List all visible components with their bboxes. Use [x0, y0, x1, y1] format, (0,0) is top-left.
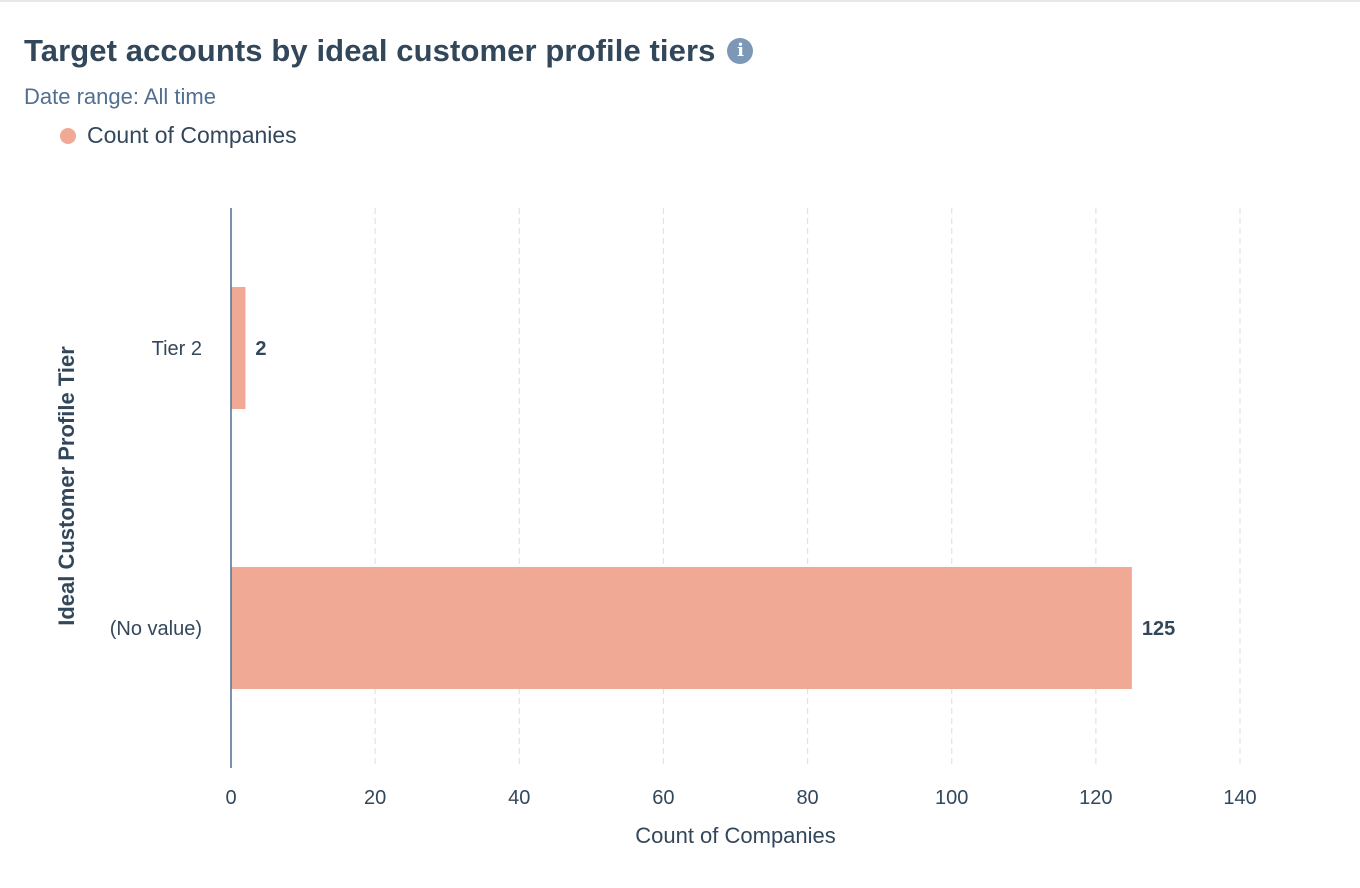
legend-label: Count of Companies [87, 122, 297, 148]
x-tick-label: 20 [364, 787, 386, 809]
chart-legend[interactable]: Count of Companies [60, 122, 297, 149]
x-tick-label: 80 [796, 787, 818, 809]
x-axis-title: Count of Companies [635, 823, 836, 848]
legend-swatch [60, 127, 76, 144]
title-row: Target accounts by ideal customer profil… [24, 28, 1336, 74]
y-category-label: Tier 2 [152, 338, 202, 360]
date-range-label: Date range: All time [24, 84, 216, 109]
x-tick-label: 140 [1223, 787, 1256, 809]
x-tick-label: 60 [652, 787, 674, 809]
y-axis-title: Ideal Customer Profile Tier [54, 346, 79, 626]
top-rule [0, 0, 1360, 2]
x-tick-label: 40 [508, 787, 530, 809]
bar-value-label: 2 [255, 338, 266, 360]
x-tick-label: 120 [1079, 787, 1112, 809]
info-icon[interactable]: i [727, 38, 754, 64]
x-tick-label: 100 [935, 787, 968, 809]
chart-header: Target accounts by ideal customer profil… [24, 28, 1336, 110]
bar [231, 287, 246, 409]
chart-title: Target accounts by ideal customer profil… [24, 33, 716, 68]
bar [231, 567, 1132, 689]
x-tick-label: 0 [225, 787, 236, 809]
y-category-label: (No value) [110, 618, 202, 640]
bar-value-label: 125 [1142, 618, 1175, 640]
